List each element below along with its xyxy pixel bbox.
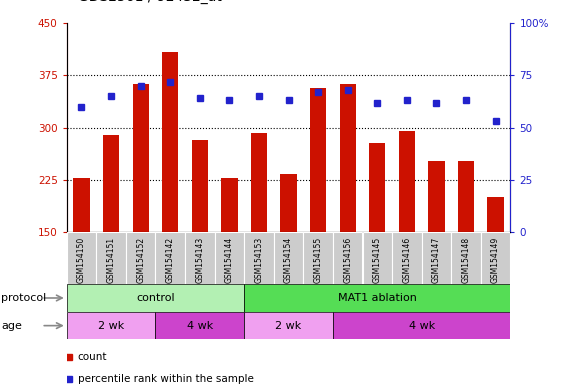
Text: count: count	[78, 352, 107, 362]
Text: protocol: protocol	[1, 293, 46, 303]
Bar	[251, 133, 267, 232]
Bar	[369, 143, 386, 232]
Bar	[280, 174, 297, 232]
Bar	[155, 232, 185, 284]
Bar	[244, 312, 333, 339]
Bar	[185, 232, 215, 284]
Bar	[244, 232, 274, 284]
Text: GSM154152: GSM154152	[136, 237, 145, 283]
Text: GSM154154: GSM154154	[284, 237, 293, 283]
Bar	[310, 88, 327, 232]
Bar	[67, 312, 155, 339]
Bar	[67, 284, 244, 312]
Text: GSM154145: GSM154145	[373, 237, 382, 283]
Text: control: control	[136, 293, 175, 303]
Bar	[398, 131, 415, 232]
Bar	[221, 178, 238, 232]
Text: GSM154146: GSM154146	[403, 237, 411, 283]
Text: 2 wk: 2 wk	[98, 321, 124, 331]
Text: GSM154155: GSM154155	[314, 237, 322, 283]
Bar	[487, 197, 504, 232]
Bar	[103, 135, 119, 232]
Bar	[428, 161, 445, 232]
Bar	[481, 232, 510, 284]
Bar	[303, 232, 333, 284]
Text: GSM154142: GSM154142	[166, 237, 175, 283]
Bar	[215, 232, 244, 284]
Bar	[451, 232, 481, 284]
Bar	[191, 140, 208, 232]
Bar	[339, 84, 356, 232]
Text: 4 wk: 4 wk	[187, 321, 213, 331]
Text: GSM154151: GSM154151	[107, 237, 115, 283]
Text: GSM154148: GSM154148	[462, 237, 470, 283]
Bar	[458, 161, 474, 232]
Text: percentile rank within the sample: percentile rank within the sample	[78, 374, 253, 384]
Bar	[162, 52, 179, 232]
Bar	[274, 232, 303, 284]
Bar	[96, 232, 126, 284]
Text: GSM154150: GSM154150	[77, 237, 86, 283]
Bar	[155, 312, 244, 339]
Text: GDS2561 / 92432_at: GDS2561 / 92432_at	[78, 0, 222, 4]
Text: GSM154153: GSM154153	[255, 237, 263, 283]
Bar	[333, 312, 510, 339]
Bar	[362, 232, 392, 284]
Text: GSM154143: GSM154143	[195, 237, 204, 283]
Text: age: age	[1, 321, 22, 331]
Bar	[132, 84, 149, 232]
Bar	[422, 232, 451, 284]
Text: GSM154144: GSM154144	[225, 237, 234, 283]
Text: GSM154149: GSM154149	[491, 237, 500, 283]
Text: GSM154147: GSM154147	[432, 237, 441, 283]
Text: MAT1 ablation: MAT1 ablation	[338, 293, 416, 303]
Bar	[73, 178, 90, 232]
Bar	[67, 232, 96, 284]
Bar	[126, 232, 155, 284]
Text: 4 wk: 4 wk	[408, 321, 435, 331]
Bar	[244, 284, 510, 312]
Bar	[392, 232, 422, 284]
Text: GSM154156: GSM154156	[343, 237, 352, 283]
Text: 2 wk: 2 wk	[276, 321, 302, 331]
Bar	[333, 232, 362, 284]
